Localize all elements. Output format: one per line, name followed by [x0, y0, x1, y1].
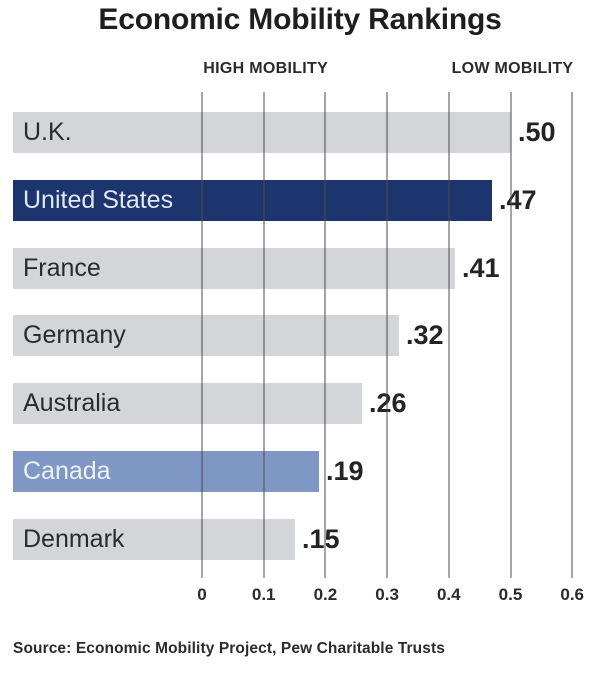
bar-category-label: Germany: [23, 321, 126, 349]
gridline: [386, 92, 389, 578]
bar-row: Canada .19: [0, 451, 600, 492]
x-tick-label: 0.1: [251, 585, 276, 604]
bar: [13, 180, 492, 221]
bar-category-label: France: [23, 254, 101, 282]
bar-category-label: Canada: [23, 457, 111, 485]
bar: [13, 248, 455, 289]
bar-value-label: .47: [499, 185, 537, 215]
high-mobility-label: HIGH MOBILITY: [203, 60, 329, 77]
gridline: [324, 92, 327, 578]
bar-value-label: .41: [462, 253, 500, 283]
gridline: [447, 92, 450, 578]
bar-row: United States .47: [0, 180, 600, 221]
bar: [13, 519, 295, 560]
gridline: [571, 92, 574, 578]
bar-category-label: United States: [23, 186, 174, 214]
x-tick-label: 0.4: [436, 585, 461, 604]
bar-category-label: Denmark: [23, 525, 125, 553]
gridline: [201, 92, 203, 578]
bar-row: Denmark .15: [0, 519, 600, 560]
source-caption: Source: Economic Mobility Project, Pew C…: [13, 640, 445, 657]
bar-row: Australia.26: [0, 383, 600, 424]
bar: [13, 315, 399, 356]
x-tick-label: 0.3: [375, 585, 399, 604]
bar: [13, 383, 362, 424]
bar-category-label: Australia: [23, 389, 121, 417]
bar-value-label: .19: [326, 456, 364, 486]
bar: [13, 451, 319, 492]
bar: [13, 112, 511, 153]
bar-category-label: U.K.: [23, 118, 72, 146]
bar-row: Germany .32: [0, 315, 600, 356]
chart-title: Economic Mobility Rankings: [98, 3, 502, 36]
x-tick-label: 0.5: [498, 585, 523, 604]
bar-row: U.K. .50: [0, 112, 600, 153]
gridline: [262, 92, 265, 578]
bar-value-label: .15: [302, 524, 340, 554]
x-tick-label: 0.2: [313, 585, 338, 604]
bar-row: France .41: [0, 248, 600, 289]
low-mobility-label: LOW MOBILITY: [451, 60, 574, 77]
x-tick-label: 0.6: [560, 585, 585, 604]
x-tick-label: 0: [197, 585, 207, 604]
bar-value-label: .50: [518, 117, 556, 147]
gridline: [509, 92, 512, 578]
bar-value-label: .32: [406, 320, 444, 350]
